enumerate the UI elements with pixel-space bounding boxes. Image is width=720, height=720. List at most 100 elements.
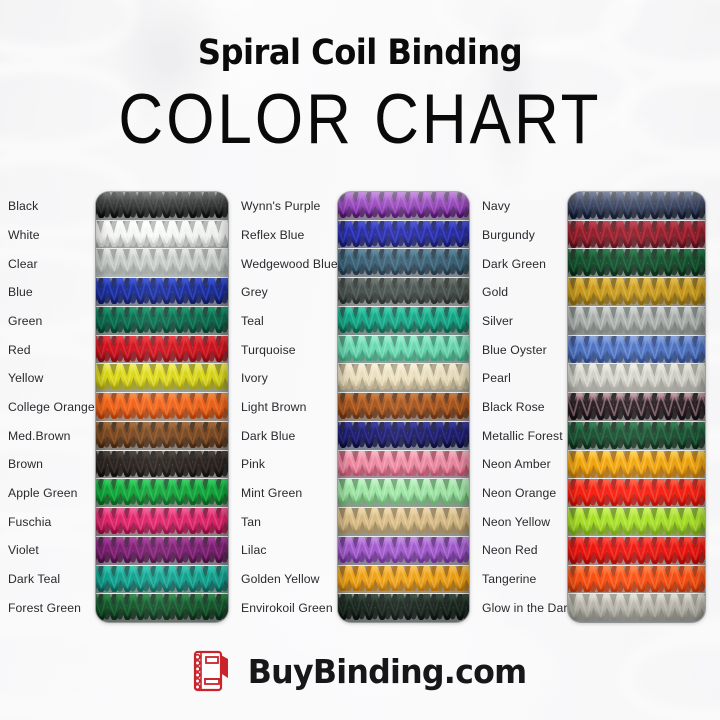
coil-illustration	[338, 508, 469, 534]
color-label: Teal	[241, 313, 264, 328]
color-swatch[interactable]	[96, 393, 228, 422]
color-label: Envirokoil Green	[241, 600, 333, 615]
color-swatch[interactable]	[96, 479, 228, 509]
color-swatch[interactable]	[96, 536, 228, 566]
coil-illustration	[96, 565, 228, 592]
color-swatch[interactable]	[96, 278, 228, 307]
color-swatch[interactable]	[338, 306, 469, 336]
color-label: Metallic Forest	[482, 428, 563, 443]
color-label: Silver	[482, 313, 514, 328]
color-swatch[interactable]	[96, 450, 228, 480]
color-swatch[interactable]	[96, 421, 228, 451]
color-label: Light Brown	[241, 399, 307, 414]
color-label: Dark Teal	[8, 571, 61, 586]
color-swatch[interactable]	[568, 306, 705, 336]
column-3-labels: Navy Burgundy Dark Green Gold Silver Blue Oys…	[482, 192, 574, 622]
coil-illustration	[338, 306, 469, 333]
color-label: Red	[8, 342, 31, 357]
coil-illustration	[96, 450, 228, 477]
color-swatch[interactable]	[96, 364, 228, 394]
coil-illustration	[96, 508, 228, 535]
color-label: Neon Orange	[482, 485, 557, 500]
color-label: Violet	[8, 543, 39, 558]
color-swatch[interactable]	[338, 421, 469, 451]
color-swatch[interactable]	[96, 565, 228, 595]
spiral-notebook-icon	[193, 650, 228, 692]
coil-illustration	[96, 479, 228, 506]
color-swatch[interactable]	[338, 220, 469, 250]
color-label: Fuschia	[8, 514, 52, 529]
color-swatch[interactable]	[96, 508, 228, 537]
coil-illustration	[338, 192, 469, 218]
color-swatch[interactable]	[568, 335, 705, 365]
coil-illustration	[338, 220, 469, 247]
color-label: Navy	[482, 199, 511, 214]
color-label: Tangerine	[482, 571, 537, 586]
color-swatch[interactable]	[568, 536, 705, 566]
coil-illustration	[568, 536, 705, 564]
coil-illustration	[568, 278, 705, 306]
color-swatch[interactable]	[568, 393, 705, 422]
column-1-labels: Black White Clear Blue Green Red Yellow College…	[8, 192, 95, 622]
coil-illustration	[568, 565, 705, 593]
coil-illustration	[568, 220, 705, 248]
color-swatch[interactable]	[96, 220, 228, 250]
color-label: Black	[8, 199, 39, 214]
color-label: Black Rose	[482, 399, 545, 414]
color-label: Grey	[241, 285, 268, 300]
color-swatch[interactable]	[338, 565, 469, 595]
color-swatch[interactable]	[338, 278, 469, 307]
brand-footer[interactable]: BuyBinding.com	[0, 648, 720, 694]
color-label: Pink	[241, 457, 266, 472]
color-swatch[interactable]	[338, 450, 469, 480]
coil-illustration	[568, 335, 705, 363]
color-swatch[interactable]	[96, 306, 228, 336]
color-label: Turquoise	[241, 342, 296, 357]
coil-illustration	[96, 220, 228, 247]
color-swatch[interactable]	[338, 594, 469, 622]
color-label: Dark Green	[482, 256, 546, 271]
color-swatch[interactable]	[96, 594, 228, 622]
color-label: Neon Amber	[482, 457, 551, 472]
coil-illustration	[96, 249, 228, 276]
color-swatch[interactable]	[96, 192, 228, 221]
color-swatch[interactable]	[338, 536, 469, 566]
color-swatch[interactable]	[568, 249, 705, 279]
color-swatch[interactable]	[568, 508, 705, 537]
color-swatch[interactable]	[568, 450, 705, 480]
color-label: Neon Red	[482, 543, 538, 558]
column-2-labels: Wynn's Purple Reflex Blue Wedgewood Blue Gr…	[241, 192, 338, 622]
color-swatch[interactable]	[338, 364, 469, 394]
color-swatch[interactable]	[338, 192, 469, 221]
color-swatch[interactable]	[96, 249, 228, 279]
color-swatch[interactable]	[568, 278, 705, 307]
color-swatch[interactable]	[338, 393, 469, 422]
color-swatch[interactable]	[338, 335, 469, 365]
coil-illustration	[338, 479, 469, 506]
coil-illustration	[96, 278, 228, 305]
color-label: Wedgewood Blue	[241, 256, 338, 271]
color-swatch[interactable]	[96, 335, 228, 365]
color-swatch[interactable]	[338, 249, 469, 279]
color-swatch[interactable]	[568, 192, 705, 221]
color-label: Clear	[8, 256, 38, 271]
color-swatch[interactable]	[568, 220, 705, 250]
coil-illustration	[568, 508, 705, 536]
color-swatch[interactable]	[568, 565, 705, 595]
color-swatch[interactable]	[568, 594, 705, 622]
coil-illustration	[568, 594, 705, 622]
color-swatch[interactable]	[568, 479, 705, 509]
coil-illustration	[96, 421, 228, 448]
color-swatch[interactable]	[338, 508, 469, 537]
coil-illustration	[338, 393, 469, 419]
coil-illustration	[338, 335, 469, 362]
color-swatch[interactable]	[568, 364, 705, 394]
color-swatch[interactable]	[338, 479, 469, 509]
color-label: Pearl	[482, 371, 511, 386]
color-label: Yellow	[8, 371, 44, 386]
color-label: Neon Yellow	[482, 514, 551, 529]
column-1-swatch-panel	[96, 192, 228, 622]
coil-illustration	[96, 364, 228, 391]
color-swatch[interactable]	[568, 421, 705, 451]
